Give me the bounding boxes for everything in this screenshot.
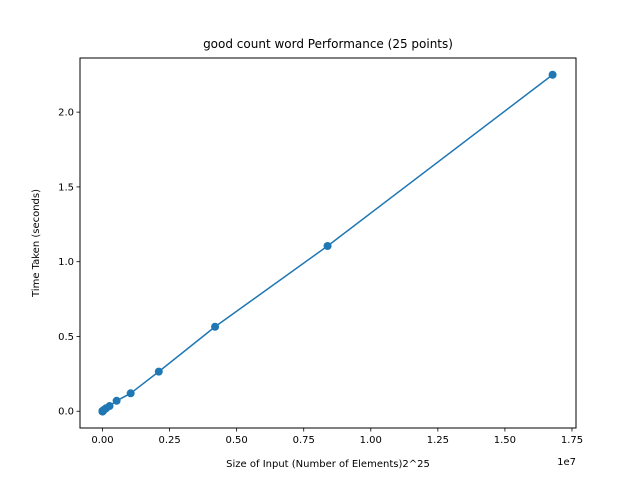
data-point — [154, 367, 163, 376]
x-tick-label: 1.75 — [561, 435, 583, 446]
chart-title: good count word Performance (25 points) — [203, 37, 453, 51]
x-tick-label: 0.75 — [293, 435, 315, 446]
y-tick-label: 1.5 — [58, 182, 74, 193]
y-tick-label: 1.0 — [58, 257, 74, 268]
data-point — [211, 322, 220, 331]
y-axis-label: Time Taken (seconds) — [31, 189, 42, 298]
x-tick-label: 0.50 — [226, 435, 248, 446]
x-tick-label: 1.25 — [427, 435, 449, 446]
data-point — [548, 70, 557, 79]
x-axis-ticks: 0.00 0.25 0.50 0.75 1.00 1.25 1.50 1.75 — [91, 428, 583, 446]
x-axis-label: Size of Input (Number of Elements)2^25 — [226, 459, 430, 470]
x-tick-label: 1.00 — [360, 435, 382, 446]
x-tick-label: 0.25 — [158, 435, 180, 446]
x-axis-offset-text: 1e7 — [557, 457, 576, 468]
x-tick-label: 1.50 — [494, 435, 516, 446]
y-axis-ticks: 0.0 0.5 1.0 1.5 2.0 — [58, 108, 80, 418]
data-point — [105, 402, 114, 411]
data-point — [126, 389, 135, 398]
series-layer — [98, 70, 557, 416]
y-tick-label: 0.5 — [58, 332, 74, 343]
axes-frame — [79, 57, 577, 429]
x-tick-label: 0.00 — [91, 435, 113, 446]
y-tick-label: 0.0 — [58, 407, 74, 418]
y-tick-label: 2.0 — [58, 108, 74, 119]
data-point — [112, 396, 121, 405]
data-point — [323, 241, 332, 250]
